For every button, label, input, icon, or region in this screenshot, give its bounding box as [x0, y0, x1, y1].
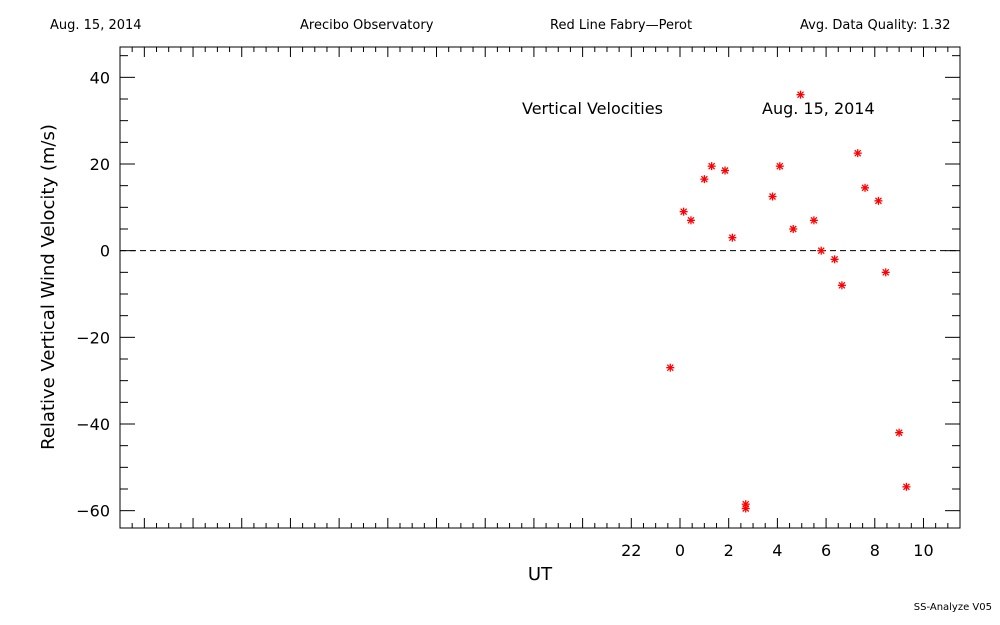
software-version: SS-Analyze V05 — [913, 602, 992, 613]
data-point — [679, 207, 688, 216]
x-tick-label: 4 — [772, 541, 782, 560]
y-tick-label: 0 — [100, 242, 110, 261]
data-point — [700, 175, 709, 184]
y-tick-label: −20 — [76, 328, 110, 347]
header-instrument: Red Line Fabry—Perot — [550, 18, 693, 33]
data-point — [902, 482, 911, 491]
x-tick-label: 6 — [821, 541, 831, 560]
data-point — [741, 504, 750, 513]
x-axis-label: UT — [528, 564, 553, 585]
data-point — [809, 216, 818, 225]
data-point — [666, 363, 675, 372]
data-point — [775, 162, 784, 171]
header-observatory: Arecibo Observatory — [300, 18, 434, 33]
data-point — [768, 192, 777, 201]
y-tick-label: 20 — [90, 155, 110, 174]
header-data-quality: Avg. Data Quality: 1.32 — [800, 18, 951, 33]
y-tick-label: −60 — [76, 502, 110, 521]
x-tick-label: 10 — [913, 541, 933, 560]
x-tick-label: 8 — [870, 541, 880, 560]
data-point — [881, 268, 890, 277]
header-date: Aug. 15, 2014 — [50, 18, 142, 33]
x-tick-label: 0 — [675, 541, 685, 560]
x-tick-label: 22 — [621, 541, 641, 560]
data-point — [830, 255, 839, 264]
data-point — [707, 162, 716, 171]
annotation-date: Aug. 15, 2014 — [762, 99, 875, 118]
data-point — [853, 149, 862, 158]
data-point — [861, 183, 870, 192]
data-point — [874, 196, 883, 205]
x-tick-label: 2 — [724, 541, 734, 560]
data-point — [686, 216, 695, 225]
data-point — [895, 428, 904, 437]
plot-frame — [119, 46, 961, 529]
data-points — [666, 90, 911, 513]
data-point — [789, 225, 798, 233]
y-axis-label: Relative Vertical Wind Velocity (m/s) — [38, 124, 59, 450]
axis-ticks — [120, 47, 961, 528]
data-point — [817, 246, 826, 255]
tick-labels: 22 0 2 4 6 8 10 40 20 0 −20 −40 −60 — [76, 68, 933, 560]
y-tick-label: −40 — [76, 415, 110, 434]
data-point — [837, 281, 846, 290]
data-point — [796, 90, 805, 99]
annotation-vertical-velocities: Vertical Velocities — [522, 99, 663, 118]
data-point — [728, 233, 737, 242]
y-tick-label: 40 — [90, 68, 110, 87]
data-point — [721, 166, 730, 175]
